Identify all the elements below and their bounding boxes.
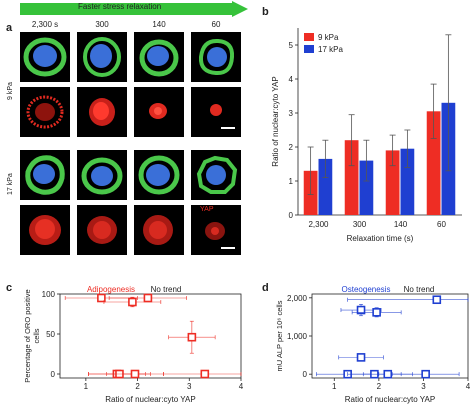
micrograph-merged xyxy=(20,150,70,200)
x-tick-label: 60 xyxy=(437,220,446,229)
micrograph-yap xyxy=(134,87,184,137)
x-tick-label: 2 xyxy=(135,382,140,391)
x-axis-label: Relaxation time (s) xyxy=(347,234,414,243)
chart-title: Adipogenesis xyxy=(87,285,135,294)
data-point xyxy=(128,297,137,307)
y-tick-label: 2,000 xyxy=(287,294,308,303)
micrograph-merged xyxy=(191,150,241,200)
y-tick-label: 0 xyxy=(303,370,308,379)
bar xyxy=(426,111,441,215)
micrograph-merged xyxy=(134,32,184,82)
y-axis-label: Percentage of ORO positive xyxy=(23,289,32,382)
micrograph-merged xyxy=(134,150,184,200)
y-tick-label: 100 xyxy=(42,290,56,299)
x-tick-label: 4 xyxy=(466,382,471,391)
x-tick-label: 2,300 xyxy=(308,220,329,229)
data-point xyxy=(130,369,140,379)
legend-label: 17 kPa xyxy=(318,45,343,54)
data-point xyxy=(143,293,153,303)
x-tick-label: 140 xyxy=(394,220,408,229)
panel-label-c: c xyxy=(6,282,13,294)
data-point xyxy=(356,305,366,315)
legend-swatch xyxy=(304,45,314,53)
bar xyxy=(359,160,374,215)
panel-label-b: b xyxy=(262,6,269,18)
data-point xyxy=(421,369,430,379)
y-tick-label: 4 xyxy=(289,75,294,84)
plot-frame xyxy=(59,293,242,379)
row-label-9kpa: 9 kPa xyxy=(7,82,14,100)
time-label: 140 xyxy=(152,20,166,29)
y-tick-label: 0 xyxy=(289,211,294,220)
x-tick-label: 4 xyxy=(239,382,244,391)
panel-label-a: a xyxy=(6,22,13,34)
bar-chart-yap-ratio: 0 1 2 3 4 5 2,300 300 140 60 Relaxation time (s) Ra… xyxy=(271,28,462,243)
y-axis-label: cells xyxy=(32,328,41,343)
bar xyxy=(344,140,359,215)
micrograph-merged xyxy=(77,32,127,82)
y-tick-label: 5 xyxy=(289,41,294,50)
y-tick-label: 1,000 xyxy=(287,332,308,341)
chart-title: Osteogenesis xyxy=(342,285,391,294)
arrow-label: Faster stress relaxation xyxy=(78,2,162,11)
micrograph-merged xyxy=(20,32,70,82)
scatter-osteogenesis: 1 2 3 4 0 1,000 2,000 Osteogenesis No trend Ratio… xyxy=(275,285,471,404)
micrograph-yap xyxy=(20,87,70,137)
bar xyxy=(385,150,400,215)
row-label-17kpa: 17 kPa xyxy=(7,173,14,195)
trend-label: No trend xyxy=(151,285,182,294)
legend-swatch xyxy=(304,33,314,41)
y-tick-label: 1 xyxy=(289,177,294,186)
y-tick-label: 50 xyxy=(46,330,55,339)
x-tick-label: 2 xyxy=(377,382,382,391)
data-point xyxy=(432,295,442,305)
data-point xyxy=(372,308,381,317)
x-tick-label: 1 xyxy=(84,382,89,391)
y-tick-label: 3 xyxy=(289,109,294,118)
time-label: 60 xyxy=(211,20,221,29)
micrograph-merged xyxy=(77,150,127,200)
bar xyxy=(400,148,415,215)
x-tick-label: 1 xyxy=(332,382,337,391)
micrograph-yap xyxy=(134,205,184,255)
panel-label-d: d xyxy=(262,282,269,294)
y-tick-label: 2 xyxy=(289,143,294,152)
data-point xyxy=(200,369,210,379)
micrograph-merged xyxy=(191,32,241,82)
legend-label: 9 kPa xyxy=(318,33,339,42)
trend-label: No trend xyxy=(404,285,435,294)
x-tick-label: 300 xyxy=(353,220,367,229)
time-label: 2,300 s xyxy=(31,20,59,29)
data-point xyxy=(97,293,106,303)
yap-label: YAP xyxy=(200,206,214,213)
micrograph-yap xyxy=(191,205,241,255)
x-axis-label: Ratio of nuclear:cyto YAP xyxy=(105,395,195,404)
data-point xyxy=(383,369,393,379)
micrograph-yap xyxy=(77,87,127,137)
x-axis-label: Ratio of nuclear:cyto YAP xyxy=(345,395,435,404)
stress-relaxation-arrow xyxy=(20,1,248,17)
y-axis-label: mU ALP per 10⁶ cells xyxy=(275,300,284,371)
time-label: 300 xyxy=(95,20,109,29)
data-point xyxy=(356,353,366,362)
micrograph-yap xyxy=(77,205,127,255)
plot-frame xyxy=(311,293,469,379)
micrograph-yap xyxy=(191,87,241,137)
x-tick-label: 3 xyxy=(187,382,192,391)
y-tick-label: 0 xyxy=(51,370,56,379)
x-tick-label: 3 xyxy=(421,382,426,391)
micrograph-yap xyxy=(20,205,70,255)
bar xyxy=(318,158,333,215)
scatter-adipogenesis: 1 2 3 4 0 50 100 Adipogenesis No trend Ratio of n… xyxy=(23,285,244,404)
y-axis-label: Ratio of nuclear:cyto YAP xyxy=(271,76,280,166)
data-point xyxy=(187,332,197,342)
